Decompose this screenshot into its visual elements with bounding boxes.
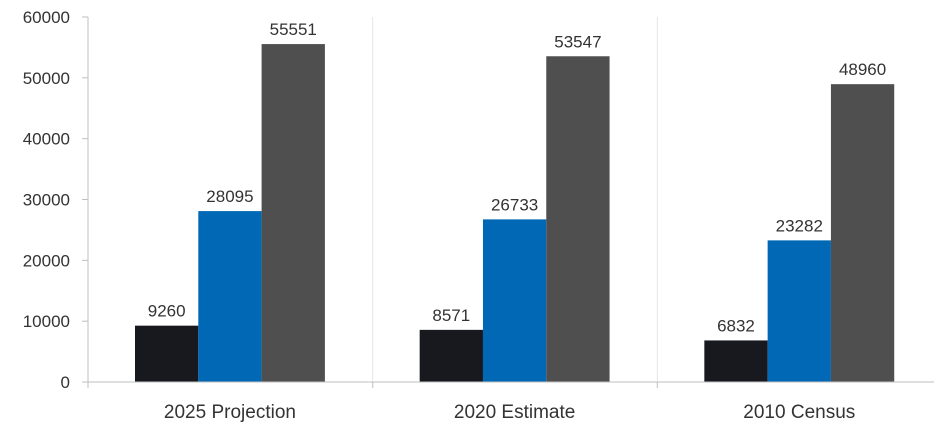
- bar: [419, 329, 483, 382]
- bar-value-label: 8571: [432, 306, 470, 325]
- bar-value-label: 6832: [717, 316, 755, 335]
- y-tick-label: 50000: [23, 69, 70, 88]
- bar-value-label: 53547: [554, 32, 601, 51]
- bar-value-label: 26733: [491, 195, 538, 214]
- bar-value-label: 28095: [206, 187, 253, 206]
- grid-layer: [372, 17, 658, 382]
- bar-value-label: 9260: [148, 302, 186, 321]
- bar: [261, 44, 325, 382]
- bar-value-label: 55551: [270, 20, 317, 39]
- bar-value-label: 23282: [776, 216, 823, 235]
- x-category-label: 2010 Census: [743, 402, 855, 423]
- bar: [546, 56, 610, 383]
- bar: [135, 325, 199, 382]
- y-tick-label: 10000: [23, 312, 70, 331]
- bar: [830, 84, 895, 382]
- y-tick-label: 20000: [23, 251, 70, 270]
- bar: [198, 211, 262, 382]
- x-category-label: 2025 Projection: [164, 402, 296, 423]
- y-tick-label: 30000: [23, 191, 70, 210]
- axis-layer: 0 10000 20000 30000 40000 50000 60000: [23, 8, 934, 392]
- bars-layer: [135, 44, 895, 383]
- bar-value-label: 48960: [839, 60, 886, 79]
- y-tick-label: 40000: [23, 130, 70, 149]
- bar: [767, 240, 831, 382]
- x-category-label: 2020 Estimate: [454, 402, 575, 423]
- bar: [482, 219, 547, 382]
- y-tick-label: 0: [61, 373, 70, 392]
- labels-layer: 2025 Projection 2020 Estimate 2010 Census 9…: [148, 20, 886, 423]
- bar: [704, 340, 768, 382]
- y-tick-label: 60000: [23, 8, 70, 27]
